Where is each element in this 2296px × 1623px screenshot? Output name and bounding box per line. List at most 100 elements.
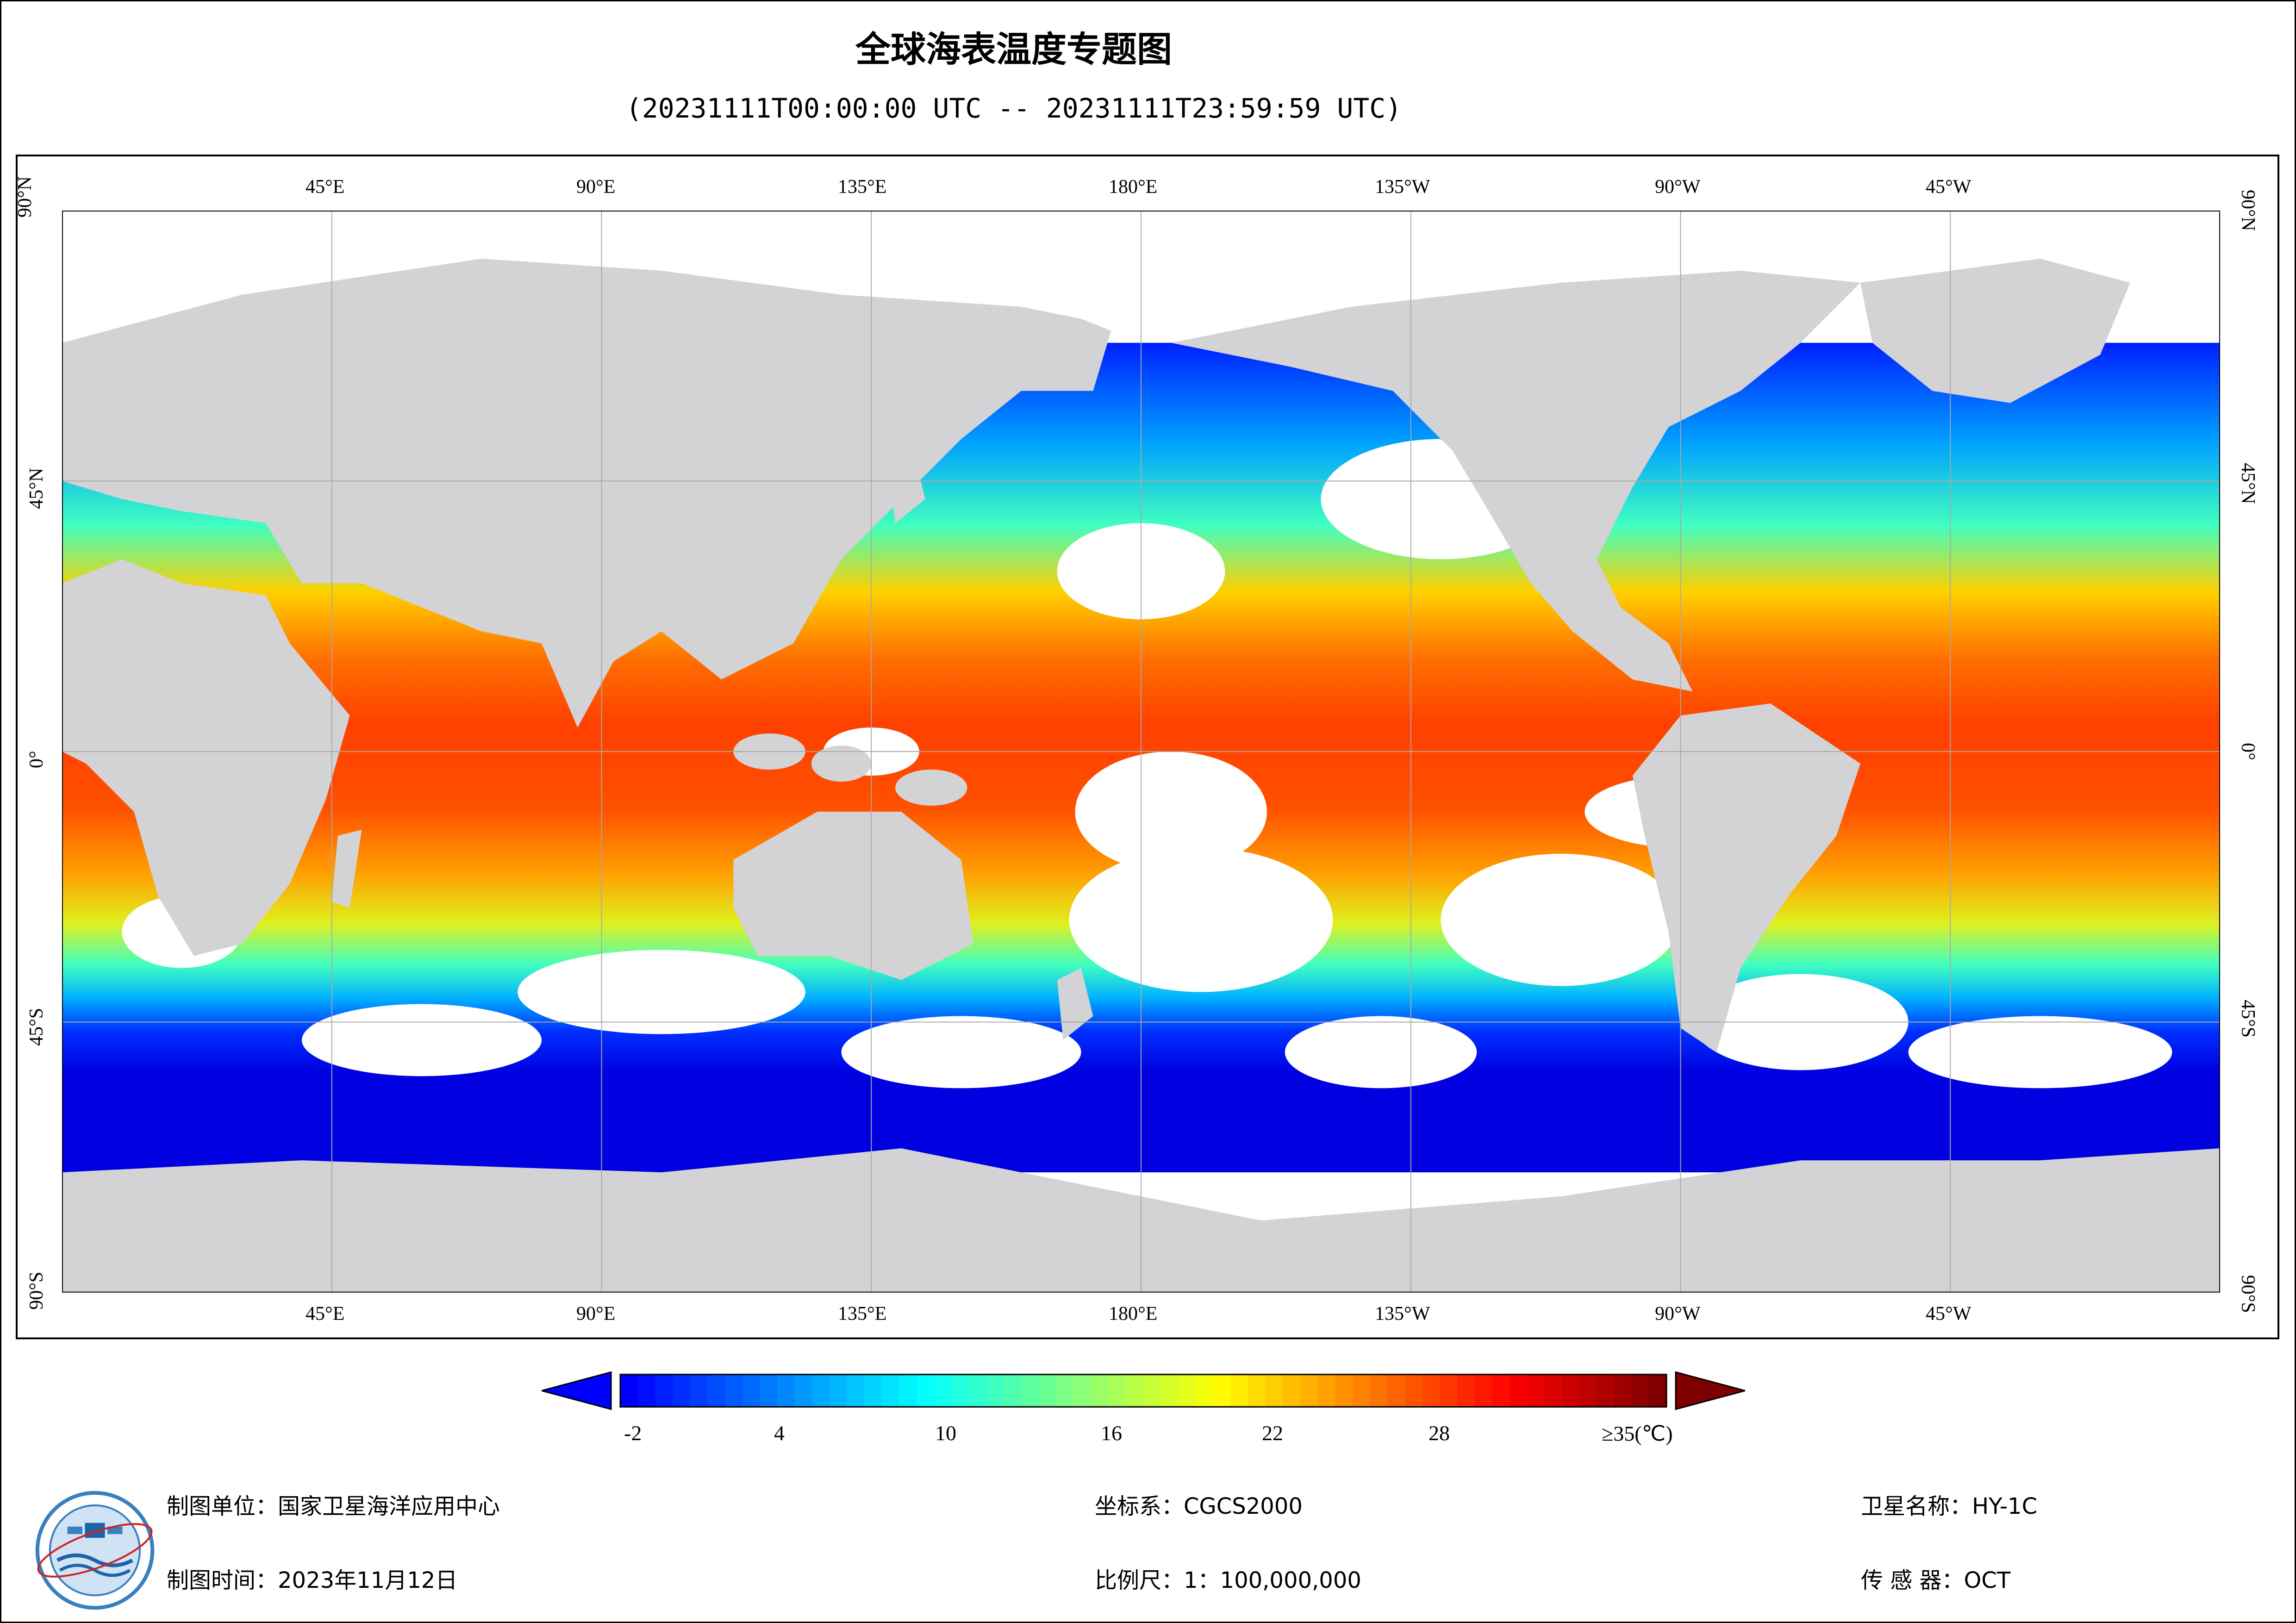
colorbar-cell — [1457, 1374, 1475, 1407]
colorbar-cell — [777, 1374, 795, 1407]
colorbar-cell — [725, 1374, 743, 1407]
colorbar-cell — [1196, 1374, 1214, 1407]
colorbar-tick: 22 — [1262, 1421, 1283, 1445]
colorbar-cell — [882, 1374, 900, 1407]
colorbar-cell — [986, 1374, 1004, 1407]
colorbar-cell — [1597, 1374, 1615, 1407]
colorbar-cell — [1544, 1374, 1562, 1407]
colorbar-cell — [1353, 1374, 1371, 1407]
map-title: 全球海表温度专题图 — [855, 29, 1172, 70]
graticule — [62, 211, 2220, 1293]
colorbar-cell — [760, 1374, 778, 1407]
colorbar-over-arrow — [1675, 1371, 1745, 1410]
colorbar-cell — [1579, 1374, 1597, 1407]
lon-label-bottom: 90°E — [576, 1303, 616, 1325]
colorbar-cell — [1474, 1374, 1492, 1407]
lon-label-top: 90°W — [1655, 176, 1701, 198]
lon-label-bottom: 45°E — [306, 1303, 345, 1325]
colorbar-cell — [1213, 1374, 1231, 1407]
colorbar-cell — [1039, 1374, 1057, 1407]
colorbar-cell — [1562, 1374, 1580, 1407]
colorbar-under-arrow — [542, 1371, 612, 1410]
lon-label-top: 135°E — [838, 176, 887, 198]
lon-label-bottom: 45°W — [1926, 1303, 1972, 1325]
lat-label-left: 90°S — [26, 1271, 47, 1310]
colorbar-cell — [1248, 1374, 1266, 1407]
colorbar-cell — [1335, 1374, 1353, 1407]
colorbar-cell — [812, 1374, 830, 1407]
colorbar-cell — [917, 1374, 935, 1407]
colorbar-cell — [1056, 1374, 1074, 1407]
lat-label-right: 90°N — [2237, 190, 2259, 231]
map-scale: 比例尺：1：100,000,000 — [1095, 1567, 1361, 1593]
colorbar-cell — [864, 1374, 882, 1407]
colorbar-cell — [1422, 1374, 1440, 1407]
lon-label-bottom: 90°W — [1655, 1303, 1701, 1325]
lat-label-right: 90°S — [2237, 1275, 2259, 1313]
lon-label-bottom: 135°W — [1375, 1303, 1430, 1325]
colorbar-cell — [1440, 1374, 1458, 1407]
lon-label-bottom: 180°E — [1109, 1303, 1158, 1325]
colorbar-cell — [690, 1374, 708, 1407]
colorbar-tick: 10 — [935, 1421, 956, 1445]
sensor-name: 传 感 器：OCT — [1861, 1567, 2011, 1593]
colorbar-cell — [1300, 1374, 1318, 1407]
colorbar-cell — [934, 1374, 952, 1407]
lat-label-left: 45°S — [26, 1007, 47, 1046]
colorbar-cell — [1091, 1374, 1109, 1407]
colorbar-tick: 16 — [1101, 1421, 1122, 1445]
lat-label-left: 45°N — [26, 467, 47, 509]
colorbar-cell — [637, 1374, 655, 1407]
lon-label-top: 45°W — [1926, 176, 1972, 198]
colorbar-cell — [1317, 1374, 1335, 1407]
colorbar-cell — [1160, 1374, 1179, 1407]
colorbar-cell — [830, 1374, 848, 1407]
colorbar-tick: 28 — [1429, 1421, 1450, 1445]
colorbar-cell — [1649, 1374, 1667, 1407]
lat-label-right: 45°N — [2237, 463, 2259, 504]
colorbar-cell — [1143, 1374, 1161, 1407]
colorbar-cell — [951, 1374, 969, 1407]
colorbar-cell — [1527, 1374, 1545, 1407]
colorbar-cell — [1283, 1374, 1301, 1407]
colorbar-tick: ≥35(℃) — [1602, 1422, 1673, 1445]
map-subtitle: (20231111T00:00:00 UTC -- 20231111T23:59… — [625, 93, 1402, 124]
colorbar-cell — [1073, 1374, 1092, 1407]
colorbar-cell — [1126, 1374, 1144, 1407]
sst-map — [62, 211, 2220, 1293]
colorbar-tick: -2 — [624, 1421, 642, 1445]
colorbar-cell — [847, 1374, 865, 1407]
colorbar-cell — [1387, 1374, 1405, 1407]
colorbar-cell — [742, 1374, 760, 1407]
map-date: 制图时间：2023年11月12日 — [167, 1567, 458, 1593]
lon-label-top: 135°W — [1375, 176, 1430, 198]
colorbar-cell — [1614, 1374, 1632, 1407]
map-frame — [16, 155, 2279, 1339]
colorbar-cell — [1492, 1374, 1510, 1407]
colorbar-border — [619, 1374, 1667, 1408]
colorbar-cell — [1004, 1374, 1022, 1407]
colorbar-cell — [620, 1374, 638, 1407]
colorbar-cell — [1370, 1374, 1388, 1407]
satellite-name: 卫星名称：HY-1C — [1861, 1493, 2038, 1519]
lon-label-bottom: 135°E — [838, 1303, 887, 1325]
lat-label-left: 0° — [26, 751, 47, 768]
colorbar-cell — [899, 1374, 917, 1407]
lon-label-top: 45°E — [306, 176, 345, 198]
nsoas-logo-icon — [35, 1491, 155, 1610]
colorbar-cell — [1108, 1374, 1126, 1407]
colorbar-cell — [1631, 1374, 1649, 1407]
colorbar-cell — [1178, 1374, 1196, 1407]
lon-label-top: 180°E — [1109, 176, 1158, 198]
colorbar-cell — [707, 1374, 725, 1407]
colorbar-cell — [673, 1374, 691, 1407]
colorbar-cell — [794, 1374, 812, 1407]
lat-label-left: 90°N — [14, 176, 36, 218]
lat-label-right: 0° — [2237, 743, 2259, 760]
lon-label-top: 90°E — [576, 176, 616, 198]
colorbar-cells — [619, 1374, 1667, 1408]
map-producer: 制图单位：国家卫星海洋应用中心 — [167, 1493, 500, 1519]
colorbar-cell — [1265, 1374, 1283, 1407]
colorbar-cell — [1405, 1374, 1423, 1407]
